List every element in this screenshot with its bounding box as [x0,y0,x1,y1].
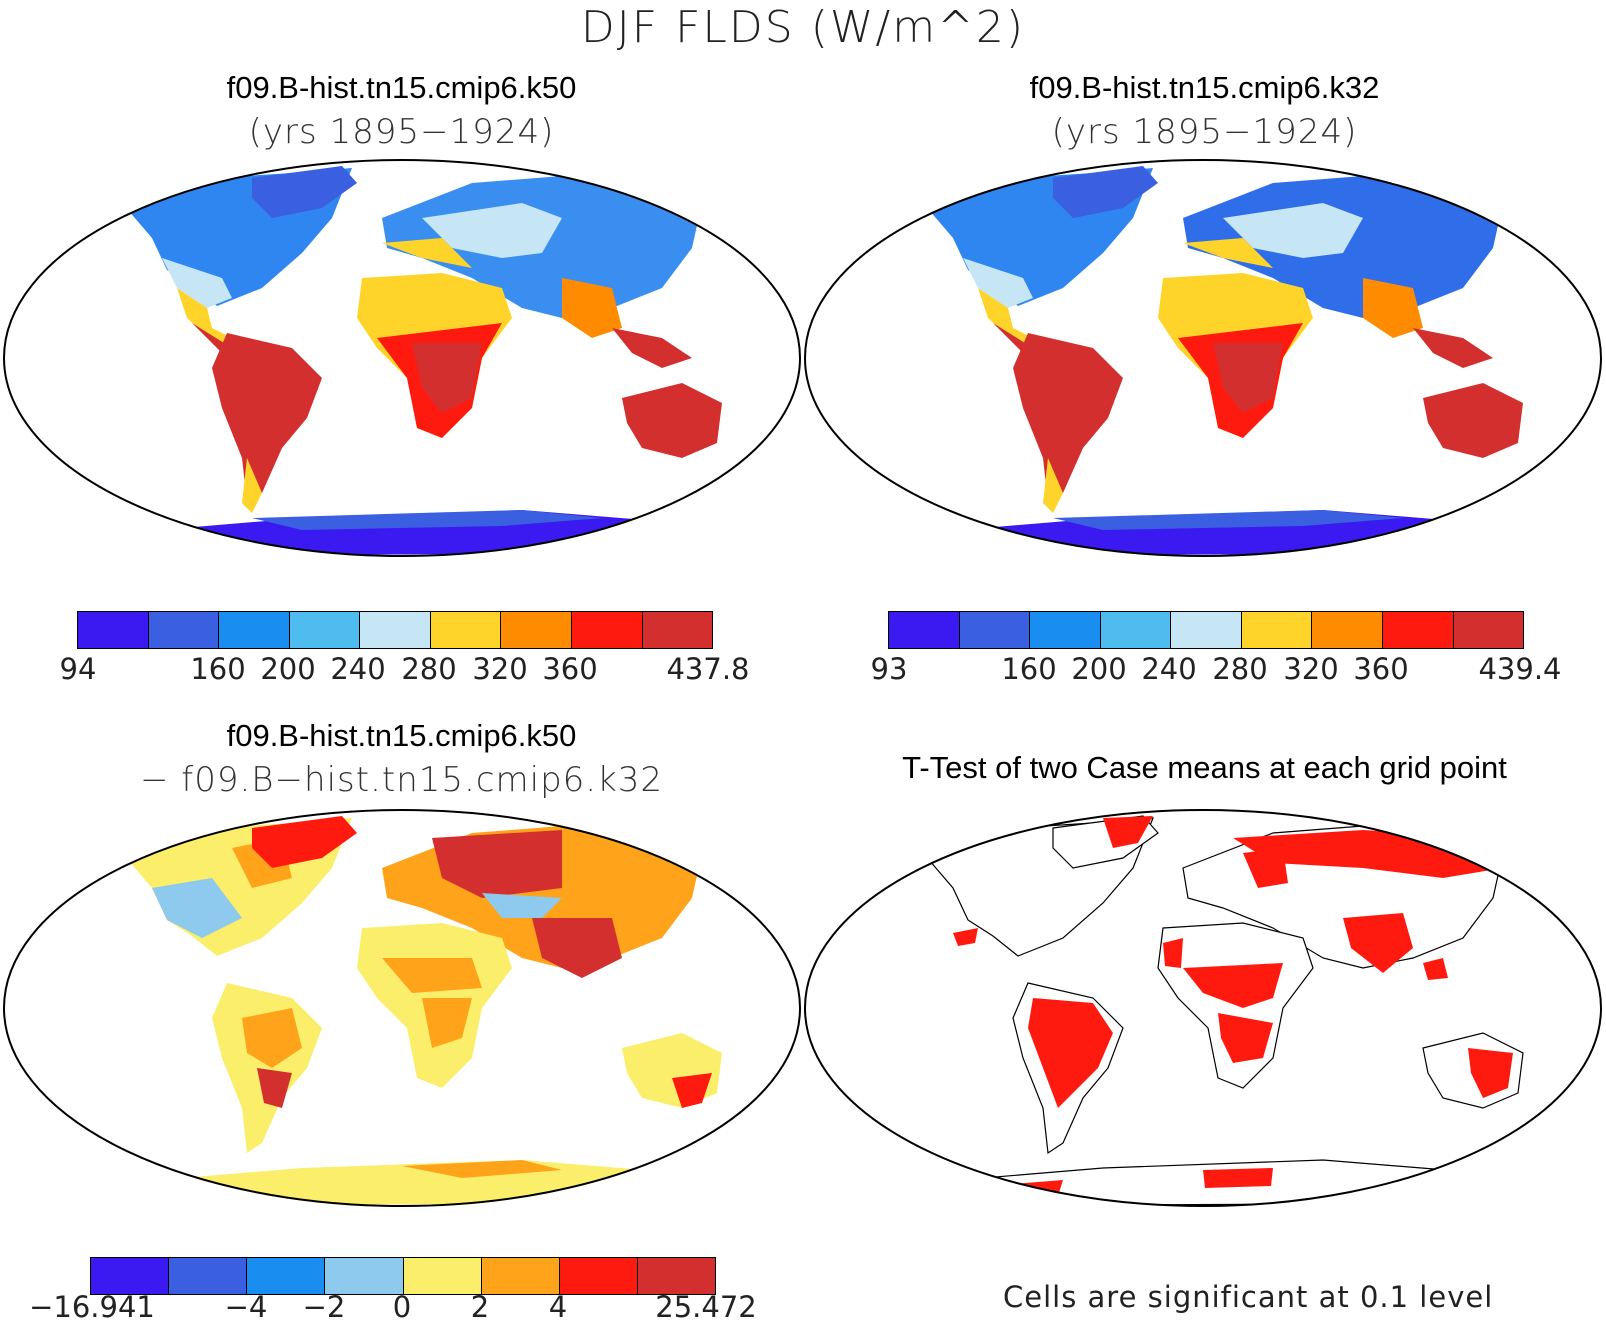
colorbar-swatch [78,612,149,648]
colorbar-swatch [1453,612,1524,648]
colorbar-swatch [289,612,361,648]
colorbar-swatch [148,612,220,648]
panel1-tick: 320 [472,652,528,686]
panel1-tick: 94 [59,652,97,686]
panel4-title: T-Test of two Case means at each grid po… [902,750,1507,785]
colorbar-swatch [559,1258,638,1294]
colorbar-swatch [325,1258,404,1294]
colorbar-swatch [1100,612,1172,648]
colorbar-swatch [959,612,1031,648]
panel2-map [804,159,1602,557]
panel2-tick: 200 [1071,652,1127,686]
panel2-subtitle: (yrs 1895−1924) [1051,112,1358,152]
colorbar-swatch [642,612,713,648]
colorbar-swatch [889,612,960,648]
panel1-tick: 437.8 [666,652,750,686]
panel1-tick: 360 [542,652,598,686]
colorbar-swatch [1241,612,1313,648]
colorbar-swatch [481,1258,560,1294]
panel2-tick: 240 [1141,652,1197,686]
panel3-tick: −16.941 [29,1290,155,1324]
panel3-title: f09.B-hist.tn15.cmip6.k50 [226,718,577,753]
panel3-tick: −4 [224,1290,268,1324]
panel3-tick: −2 [302,1290,346,1324]
panel1-colorbar [77,611,713,649]
panel1-subtitle: (yrs 1895−1924) [248,112,555,152]
panel2-tick: 93 [870,652,908,686]
figure-title: DJF FLDS (W/m^2) [580,2,1026,53]
colorbar-swatch [430,612,502,648]
colorbar-swatch [501,612,572,648]
panel3-tick: 2 [470,1290,490,1324]
panel3-tick: 0 [392,1290,412,1324]
panel2-colorbar [888,611,1524,649]
colorbar-swatch [219,612,290,648]
panel2-tick: 439.4 [1478,652,1562,686]
colorbar-swatch [169,1258,248,1294]
significance-note: Cells are significant at 0.1 level [1003,1280,1494,1314]
panel2-tick: 360 [1353,652,1409,686]
panel1-tick: 200 [260,652,316,686]
colorbar-swatch [1171,612,1242,648]
panel2-title: f09.B-hist.tn15.cmip6.k32 [1029,70,1380,105]
panel3-map [3,809,801,1207]
panel1-tick: 240 [330,652,386,686]
panel3-subtitle: − f09.B−hist.tn15.cmip6.k32 [139,760,664,800]
panel3-tick: 4 [548,1290,568,1324]
panel3-colorbar [90,1257,716,1295]
colorbar-swatch [637,1258,715,1294]
colorbar-swatch [1312,612,1383,648]
panel2-tick: 280 [1212,652,1268,686]
panel4-map [804,809,1602,1207]
panel1-tick: 160 [190,652,246,686]
panel3-tick: 25.472 [655,1290,757,1324]
panel1-tick: 280 [401,652,457,686]
colorbar-swatch [247,1258,326,1294]
colorbar-swatch [91,1258,170,1294]
panel1-title: f09.B-hist.tn15.cmip6.k50 [226,70,577,105]
panel2-tick: 160 [1001,652,1057,686]
colorbar-swatch [360,612,431,648]
panel1-map [3,159,801,557]
colorbar-swatch [571,612,643,648]
panel2-tick: 320 [1283,652,1339,686]
colorbar-swatch [1382,612,1454,648]
colorbar-swatch [403,1258,482,1294]
colorbar-swatch [1030,612,1101,648]
